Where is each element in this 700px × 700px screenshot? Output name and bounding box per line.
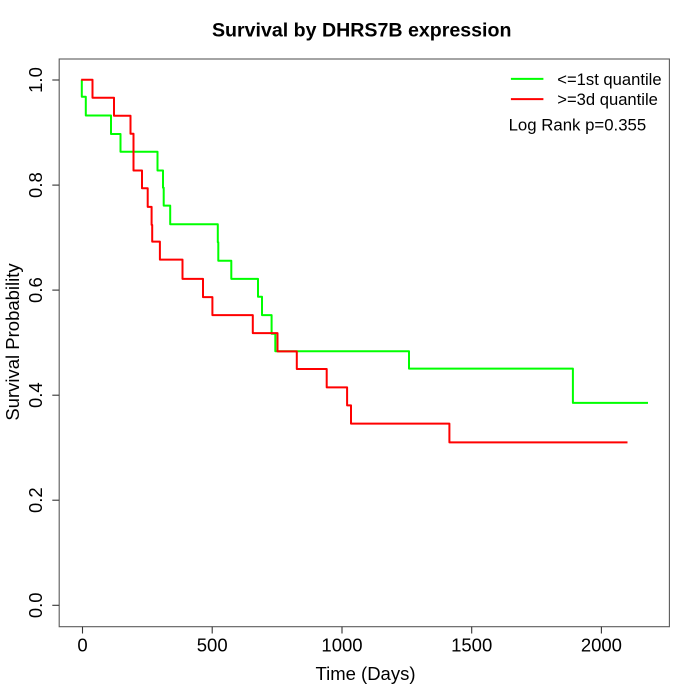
svg-text:Log Rank p=0.355: Log Rank p=0.355 xyxy=(509,115,647,134)
svg-text:>=3d quantile: >=3d quantile xyxy=(557,90,658,109)
svg-text:1000: 1000 xyxy=(321,635,362,656)
svg-text:0.8: 0.8 xyxy=(25,172,46,198)
svg-text:Survival by DHRS7B expression: Survival by DHRS7B expression xyxy=(212,19,511,41)
svg-text:<=1st quantile: <=1st quantile xyxy=(557,70,661,89)
svg-text:1500: 1500 xyxy=(451,635,492,656)
svg-text:2000: 2000 xyxy=(581,635,622,656)
svg-text:500: 500 xyxy=(197,635,228,656)
svg-text:Survival Probability: Survival Probability xyxy=(2,263,23,421)
svg-text:0.2: 0.2 xyxy=(25,487,46,513)
svg-text:0.6: 0.6 xyxy=(25,277,46,303)
svg-text:0: 0 xyxy=(77,635,87,656)
svg-text:0.0: 0.0 xyxy=(25,592,46,618)
svg-text:0.4: 0.4 xyxy=(25,382,46,408)
svg-text:Time (Days): Time (Days) xyxy=(315,663,415,684)
svg-text:1.0: 1.0 xyxy=(25,67,46,93)
